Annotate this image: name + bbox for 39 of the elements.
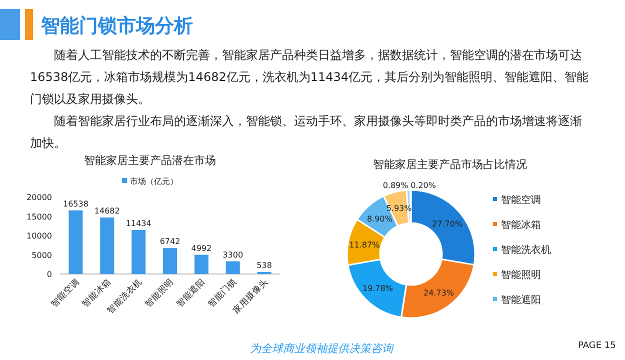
data-label: 11.87% (349, 240, 380, 250)
data-label: 4992 (191, 244, 212, 253)
data-label: 16538 (62, 199, 88, 208)
text: 为全球商业领袖提供决策咨询 (250, 341, 393, 356)
x-tick-label: 智能空调 (48, 276, 82, 310)
bar (163, 248, 177, 274)
bar (68, 210, 83, 274)
data-label: 0.20% (410, 181, 436, 190)
chart-title: 智能家居主要产品市场占比情况 (373, 158, 527, 171)
data-label: 27.70% (432, 219, 463, 228)
text: PAGE 15 (578, 341, 616, 351)
y-tick-label: 0 (46, 270, 52, 279)
text: 随着人工智能技术的不断完善，智能家居产品种类日益增多，据数据统计，智能空调的潜在市场可达16538亿元，冰箱市场规模为14682亿元，洗衣机为11434亿元，其后分别为智能照明、智能遮阳、智能门锁以及家用摄像头。 (30, 47, 590, 108)
bar (132, 230, 146, 274)
data-label: 538 (256, 260, 272, 270)
bar (194, 254, 208, 274)
text: 随着智能家居行业布局的逐渐深入，智能锁、运动手环、家用摄像头等即时类产品的市场增速将逐渐加快。 (30, 113, 583, 152)
bar (226, 261, 240, 274)
chart-title: 智能家居主要产品潜在市场 (84, 154, 216, 167)
legend-label: 智能冰箱 (501, 219, 541, 231)
x-tick-label: 智能遮阳 (174, 276, 208, 310)
data-label: 0.89% (382, 181, 409, 190)
y-tick-label: 5000 (32, 250, 52, 260)
data-label: 24.73% (424, 288, 454, 298)
y-tick-label: 10000 (26, 232, 52, 240)
data-label: 14682 (94, 206, 120, 216)
text: 智能门锁市场分析 (41, 14, 193, 39)
data-label: 3300 (222, 250, 244, 260)
legend-label: 智能空调 (501, 194, 541, 206)
legend-label: 市场（亿元） (130, 177, 178, 186)
y-tick-label: 20000 (26, 193, 52, 202)
data-label: 8.90% (366, 214, 393, 224)
bar (100, 217, 114, 274)
data-label: 11434 (126, 218, 152, 228)
data-label: 6742 (160, 237, 180, 246)
legend-label: 智能洗衣机 (501, 244, 551, 256)
y-tick-label: 15000 (26, 212, 52, 222)
x-tick-label: 智能照明 (142, 276, 176, 310)
data-label: 19.78% (362, 284, 394, 293)
